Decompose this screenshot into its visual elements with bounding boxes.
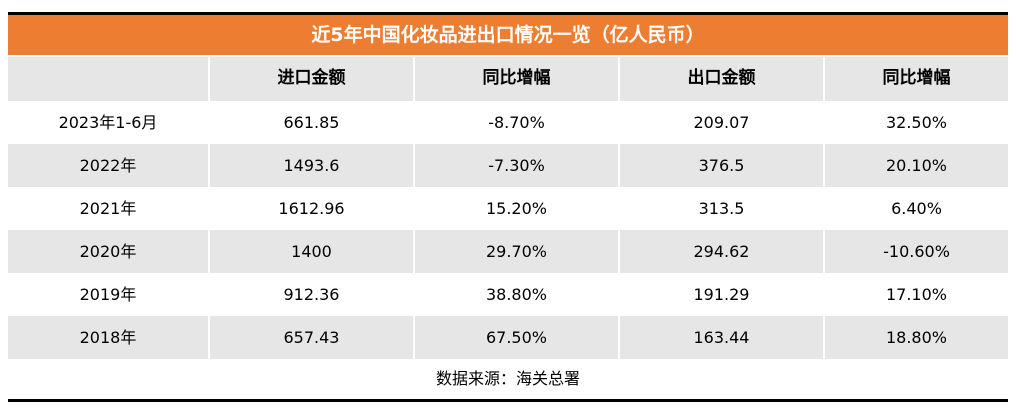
table-cell: 20.10% bbox=[823, 144, 1008, 187]
table-cell: 1612.96 bbox=[208, 187, 413, 230]
column-header: 进口金额 bbox=[208, 57, 413, 101]
table-row: 2019年 912.36 38.80% 191.29 17.10% bbox=[8, 273, 1008, 316]
table-cell: 163.44 bbox=[618, 316, 823, 359]
import-export-table: 近5年中国化妆品进出口情况一览（亿人民币） 进口金额 同比增幅 出口金额 同比增幅 2… bbox=[8, 12, 1008, 402]
table-title: 近5年中国化妆品进出口情况一览（亿人民币） bbox=[8, 15, 1008, 55]
table-row: 2020年 1400 29.70% 294.62 -10.60% bbox=[8, 230, 1008, 273]
column-header bbox=[8, 57, 208, 101]
bottom-rule bbox=[8, 399, 1008, 402]
source-note: 数据来源：海关总署 bbox=[435, 369, 580, 388]
row-label: 2021年 bbox=[79, 199, 137, 218]
table-cell: 18.80% bbox=[823, 316, 1008, 359]
table-cell: -8.70% bbox=[413, 101, 618, 144]
table-cell: 15.20% bbox=[413, 187, 618, 230]
column-header: 出口金额 bbox=[618, 57, 823, 101]
row-label: 2019年 bbox=[79, 285, 137, 304]
table-row: 2022年 1493.6 -7.30% 376.5 20.10% bbox=[8, 144, 1008, 187]
top-rule bbox=[8, 12, 1008, 15]
table-cell: 661.85 bbox=[208, 101, 413, 144]
table-cell: 313.5 bbox=[618, 187, 823, 230]
table-cell: 67.50% bbox=[413, 316, 618, 359]
table-cell: 17.10% bbox=[823, 273, 1008, 316]
table-cell: 294.62 bbox=[618, 230, 823, 273]
column-header: 同比增幅 bbox=[413, 57, 618, 101]
table-row: 2021年 1612.96 15.20% 313.5 6.40% bbox=[8, 187, 1008, 230]
row-label: 2022年 bbox=[79, 156, 137, 175]
table-cell: 209.07 bbox=[618, 101, 823, 144]
table-cell: -7.30% bbox=[413, 144, 618, 187]
table-cell: -10.60% bbox=[823, 230, 1008, 273]
table-cell: 1493.6 bbox=[208, 144, 413, 187]
table-row: 2023年1-6月 661.85 -8.70% 209.07 32.50% bbox=[8, 101, 1008, 144]
row-label: 2020年 bbox=[79, 242, 137, 261]
table-body: 2023年1-6月 661.85 -8.70% 209.07 32.50% 2022年 14… bbox=[8, 101, 1008, 359]
table-cell: 657.43 bbox=[208, 316, 413, 359]
row-label: 2023年1-6月 bbox=[58, 113, 158, 132]
table-cell: 6.40% bbox=[823, 187, 1008, 230]
row-label: 2018年 bbox=[79, 328, 137, 347]
table-cell: 1400 bbox=[208, 230, 413, 273]
table-cell: 376.5 bbox=[618, 144, 823, 187]
table-cell: 38.80% bbox=[413, 273, 618, 316]
table-cell: 912.36 bbox=[208, 273, 413, 316]
header-row: 进口金额 同比增幅 出口金额 同比增幅 bbox=[8, 55, 1008, 101]
table-cell: 191.29 bbox=[618, 273, 823, 316]
table-cell: 32.50% bbox=[823, 101, 1008, 144]
table-cell: 29.70% bbox=[413, 230, 618, 273]
table-row: 2018年 657.43 67.50% 163.44 18.80% bbox=[8, 316, 1008, 359]
column-header: 同比增幅 bbox=[823, 57, 1008, 101]
